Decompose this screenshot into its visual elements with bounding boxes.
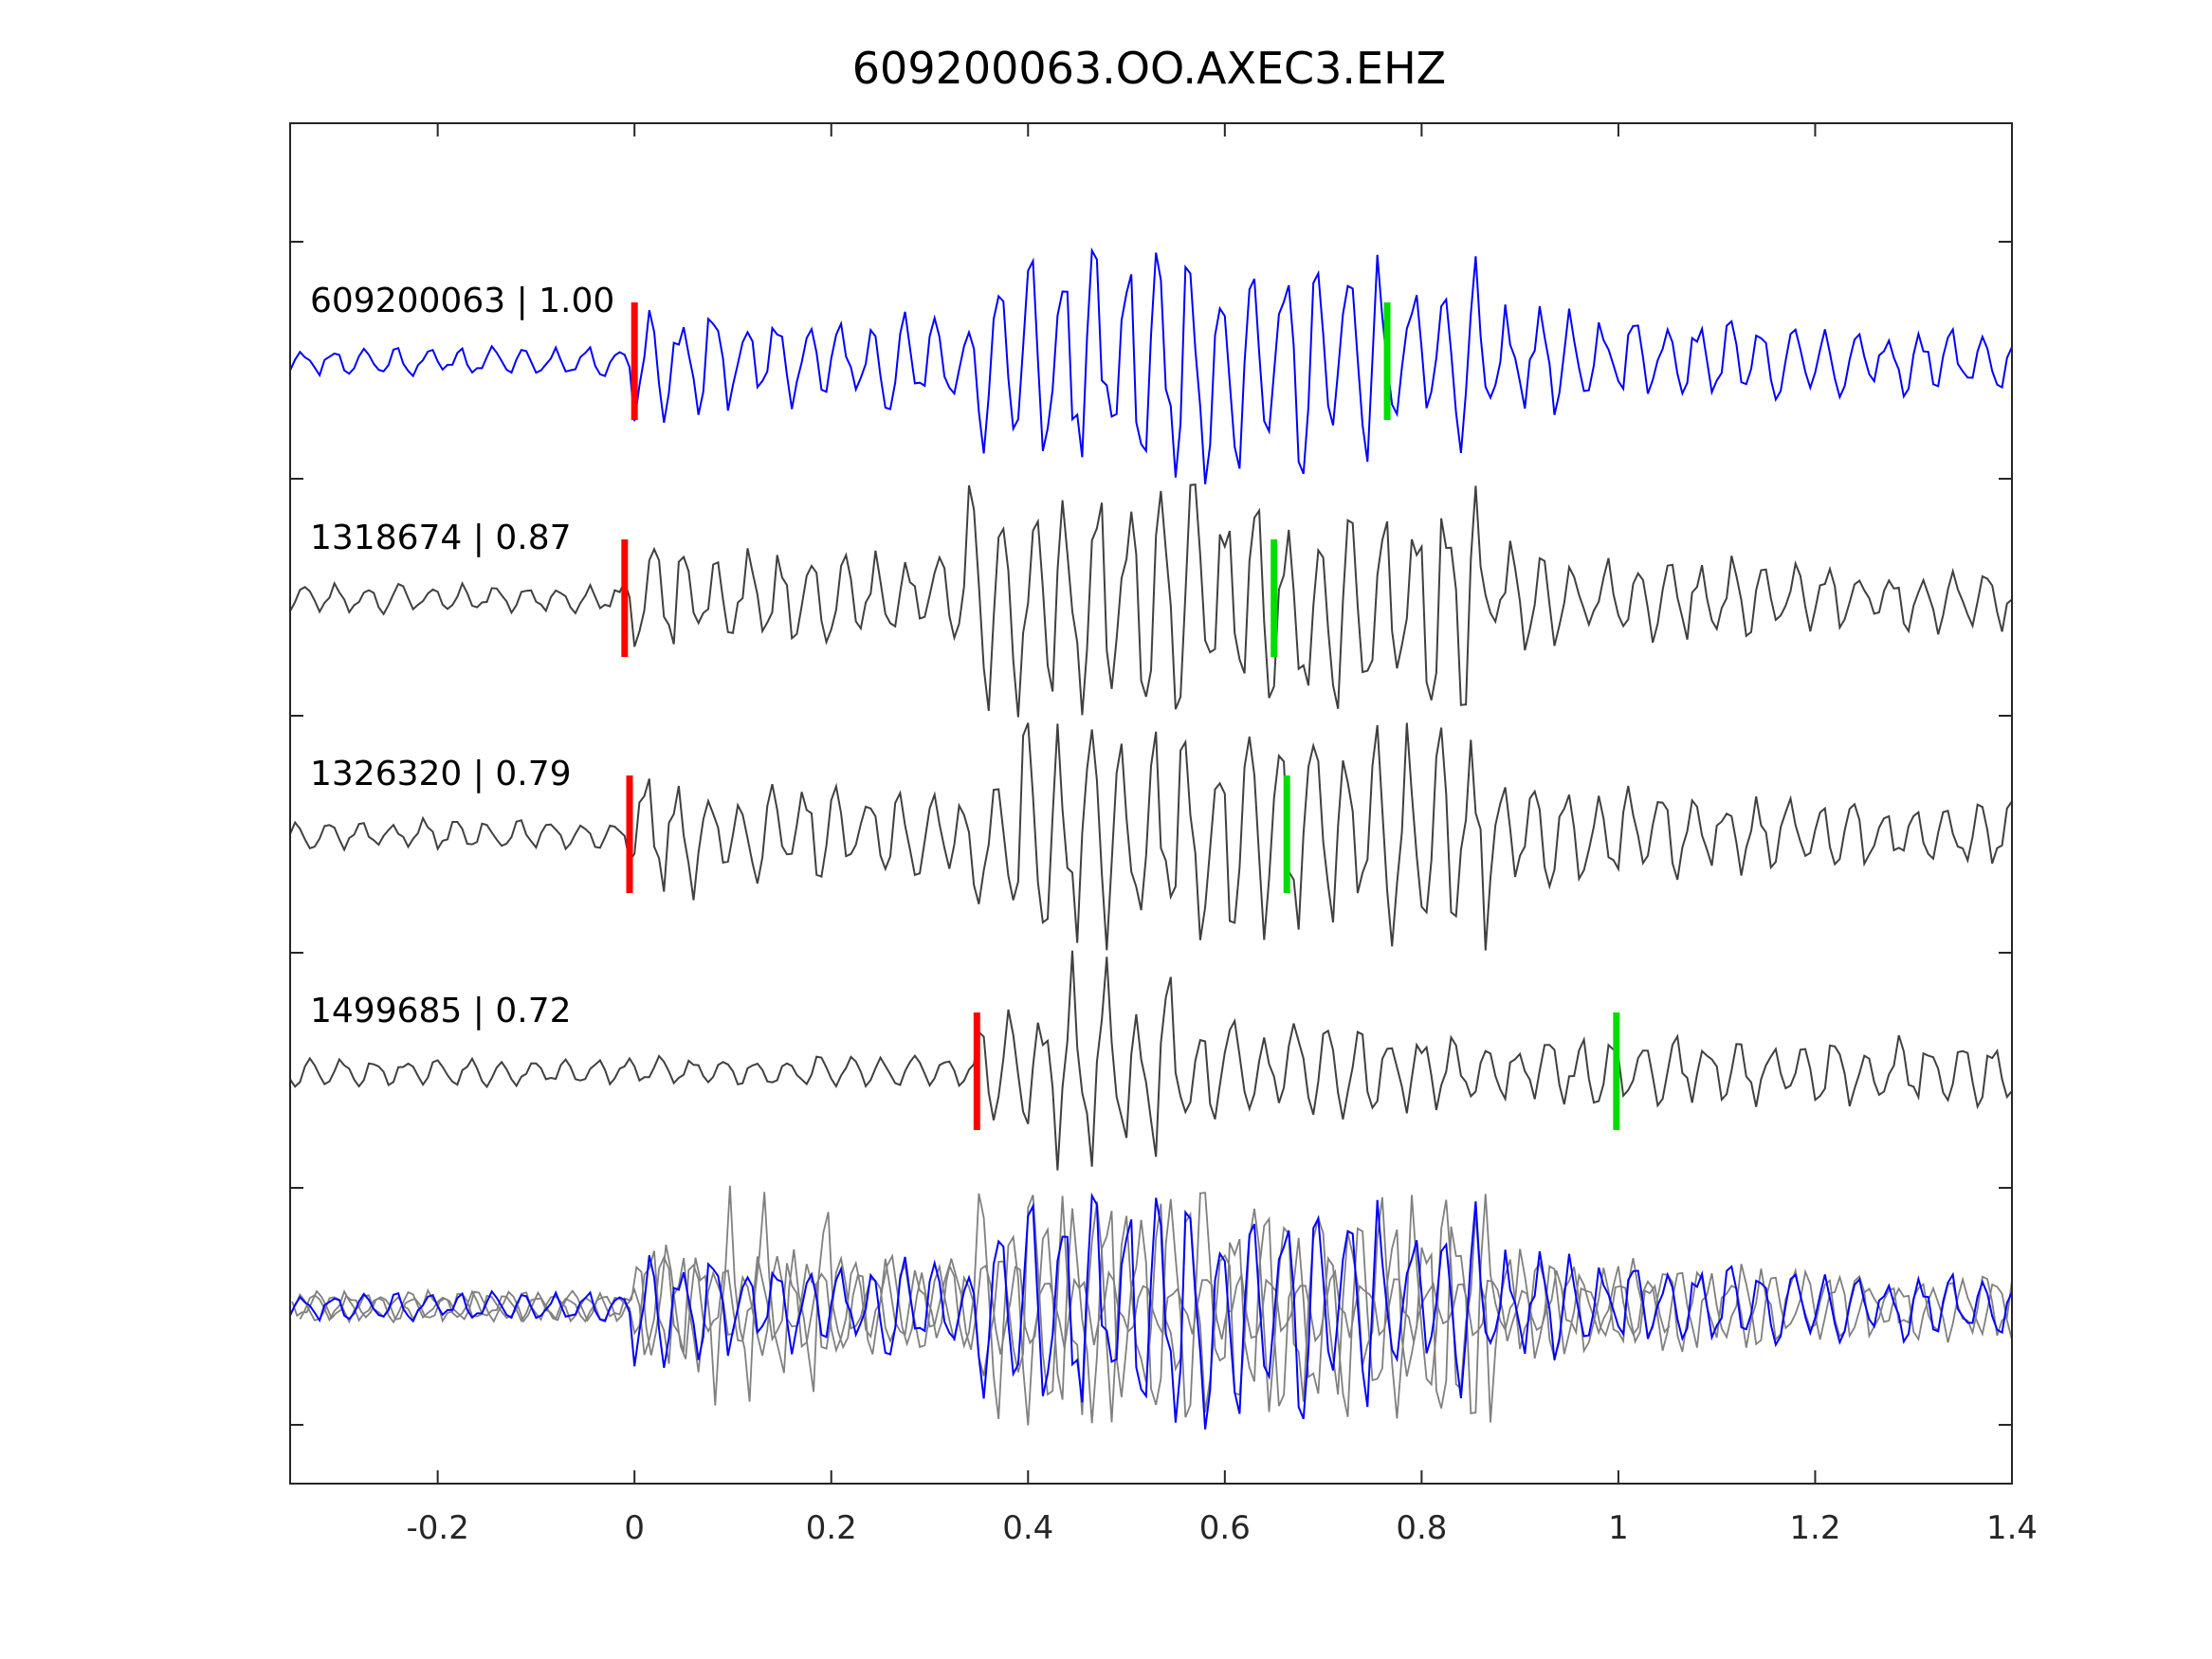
x-tick-label: 1.2 [1789,1509,1840,1547]
trace-line [289,246,2013,484]
trace-label: 1499685 | 0.72 [310,992,572,1030]
axes-box [289,122,2013,1485]
picks-layer [621,302,1620,1130]
x-axis: -0.2 0 0.2 0.4 0.6 0.8 1 1.2 1.4 [406,123,2038,1547]
stacked-trace-line [291,1185,1671,1406]
trace-line [289,722,2013,951]
stacked-trace-line [294,1194,2013,1423]
stacked-trace-line [289,1192,2013,1430]
trace-label: 609200063 | 1.00 [310,282,614,320]
x-tick-label: 0.8 [1396,1509,1447,1547]
x-tick-label: 1.4 [1986,1509,2038,1547]
chart-title: 609200063.OO.AXEC3.EHZ [852,43,1446,94]
trace-line [289,483,2013,718]
stacked-trace-line [299,1192,2013,1426]
trace-label: 1318674 | 0.87 [310,519,572,557]
trace-label: 1326320 | 0.79 [310,755,572,793]
x-tick-label: 0.4 [1002,1509,1053,1547]
x-tick-label: 0.6 [1199,1509,1251,1547]
trace-line [289,950,2013,1171]
x-tick-label: 0.2 [806,1509,857,1547]
x-tick-label: -0.2 [406,1509,468,1547]
x-tick-label: 0 [624,1509,645,1547]
plot-frame [289,122,2013,1485]
x-tick-label: 1 [1608,1509,1629,1547]
trace-labels-layer: 609200063 | 1.00 1318674 | 0.87 1326320 | … [310,282,614,1030]
traces-layer [289,246,2013,1430]
